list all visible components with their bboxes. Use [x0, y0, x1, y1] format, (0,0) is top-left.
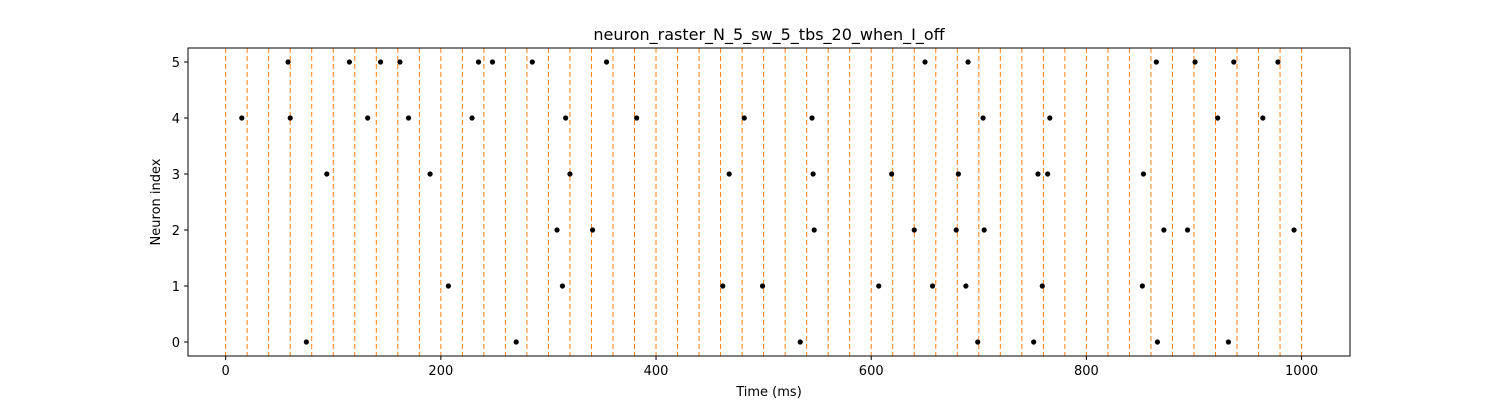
- spike-point: [567, 171, 573, 177]
- spike-point: [1184, 227, 1191, 233]
- spike-point: [563, 115, 569, 121]
- spike-point: [346, 59, 352, 65]
- spike-point: [1154, 339, 1161, 345]
- x-tick-label: 600: [859, 364, 884, 379]
- spike-point: [1192, 59, 1198, 65]
- spike-point: [1215, 115, 1221, 121]
- spike-point: [1139, 283, 1145, 289]
- spike-point: [469, 115, 475, 121]
- spike-point: [963, 283, 969, 289]
- spike-point: [797, 339, 803, 345]
- x-axis-ticks: 0 200 400 600 800 1000: [222, 356, 1318, 379]
- spike-point: [1260, 115, 1266, 121]
- y-tick-label: 2: [172, 224, 180, 239]
- spike-point: [285, 59, 291, 65]
- spike-point: [720, 283, 726, 289]
- spike-point: [809, 115, 815, 121]
- y-axis-label: Neuron index: [149, 158, 164, 245]
- spike-point: [975, 339, 981, 345]
- spike-point: [911, 227, 917, 233]
- spike-point: [1035, 171, 1041, 177]
- spike-point: [427, 171, 433, 177]
- spike-point: [922, 59, 928, 65]
- x-tick-label: 1000: [1285, 364, 1318, 379]
- spike-point: [981, 227, 987, 233]
- spike-point: [397, 59, 403, 65]
- spike-point: [1291, 227, 1297, 233]
- spike-point: [1047, 115, 1053, 121]
- spike-point: [529, 59, 535, 65]
- spike-point: [1031, 339, 1037, 345]
- y-tick-label: 1: [172, 280, 180, 295]
- spike-point: [489, 59, 496, 65]
- spike-point: [810, 171, 816, 177]
- bin-boundary-lines: [225, 48, 1303, 356]
- spike-point: [405, 115, 412, 121]
- spike-point: [324, 171, 330, 177]
- spike-point: [876, 283, 882, 289]
- plot-area-frame: [187, 47, 1351, 357]
- spike-point: [953, 227, 959, 233]
- spike-point: [1153, 59, 1159, 65]
- spike-point: [589, 227, 596, 233]
- spike-markers: [239, 59, 1297, 345]
- spike-point: [365, 115, 371, 121]
- spike-point: [239, 115, 245, 121]
- x-tick-label: 800: [1074, 364, 1099, 379]
- spike-point: [634, 115, 640, 121]
- spike-point: [559, 283, 566, 289]
- spike-point: [1140, 171, 1147, 177]
- spike-point: [1039, 283, 1045, 289]
- chart-title: neuron_raster_N_5_sw_5_tbs_20_when_I_off: [593, 25, 945, 45]
- spike-point: [889, 171, 895, 177]
- spike-point: [1231, 59, 1237, 65]
- spike-point: [445, 283, 451, 289]
- spike-point: [513, 339, 519, 345]
- x-axis-label: Time (ms): [735, 385, 802, 400]
- y-axis-ticks: 0 1 2 3 4 5: [172, 56, 188, 351]
- spike-point: [475, 59, 482, 65]
- spike-point: [741, 115, 747, 121]
- spike-point: [377, 59, 384, 65]
- spike-point: [603, 59, 610, 65]
- x-tick-label: 400: [644, 364, 669, 379]
- spike-point: [1161, 227, 1167, 233]
- spike-point: [980, 115, 986, 121]
- spike-point: [929, 283, 936, 289]
- x-tick-label: 0: [222, 364, 230, 379]
- y-tick-label: 0: [172, 336, 180, 351]
- y-tick-label: 3: [172, 168, 180, 183]
- spike-point: [1225, 339, 1232, 345]
- spike-point: [303, 339, 309, 345]
- spike-point: [1045, 171, 1051, 177]
- spike-point: [287, 115, 293, 121]
- y-tick-label: 4: [172, 112, 180, 127]
- spike-point: [759, 283, 766, 289]
- x-tick-label: 200: [428, 364, 453, 379]
- spike-point: [554, 227, 560, 233]
- spike-point: [965, 59, 971, 65]
- spike-point: [955, 171, 961, 177]
- y-tick-label: 5: [172, 56, 180, 71]
- spike-point: [811, 227, 817, 233]
- spike-point: [726, 171, 732, 177]
- spike-point: [1275, 59, 1281, 65]
